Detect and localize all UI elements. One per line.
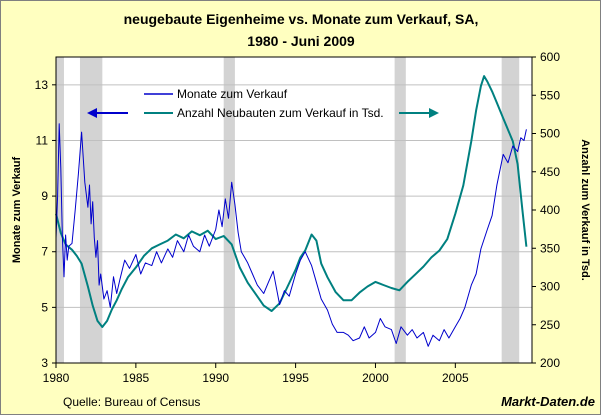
series-monate	[55, 123, 527, 347]
legend: Monate zum Verkauf Anzahl Neubauten zum …	[87, 87, 439, 120]
brand-watermark: Markt-Daten.de	[501, 394, 595, 409]
y-axis-left: 3 5 7 9 11 13	[35, 78, 56, 370]
series-anzahl	[55, 75, 528, 328]
x-tick-label-1980: 1980	[43, 371, 70, 385]
x-tick-label-1990: 1990	[202, 371, 229, 385]
x-axis: 1980 1985 1990 1995 2000 2005	[43, 363, 469, 385]
y-axis-right: 200 250 300 350 400 450 500 550 600	[532, 50, 560, 370]
x-tick-label-2005: 2005	[442, 371, 469, 385]
y-left-tick-label-3: 3	[41, 356, 48, 370]
recession-band-3	[394, 57, 406, 363]
y-right-tick-label-500: 500	[540, 127, 560, 141]
y-axis-left-label: Monate zum Verkauf	[11, 156, 23, 263]
arrow-right-icon	[399, 108, 439, 118]
recession-band-0	[56, 57, 64, 363]
y-left-tick-label-13: 13	[35, 78, 49, 92]
y-left-tick-label-5: 5	[41, 300, 48, 314]
x-tick-label-1995: 1995	[282, 371, 309, 385]
y-left-tick-label-7: 7	[41, 245, 48, 259]
chart-subtitle: 1980 - Juni 2009	[247, 33, 355, 49]
series-line-monate	[55, 123, 527, 347]
y-right-tick-label-350: 350	[540, 241, 560, 255]
legend-label-monate: Monate zum Verkauf	[177, 87, 288, 101]
y-right-tick-label-550: 550	[540, 88, 560, 102]
series-line-anzahl	[55, 75, 528, 328]
y-right-tick-label-200: 200	[540, 356, 560, 370]
plot-area	[55, 56, 533, 364]
legend-label-anzahl: Anzahl Neubauten zum Verkauf in Tsd.	[177, 106, 384, 120]
chart-title: neugebaute Eigenheime vs. Monate zum Ver…	[124, 11, 479, 27]
y-right-tick-label-250: 250	[540, 318, 560, 332]
x-tick-label-2000: 2000	[362, 371, 389, 385]
y-right-tick-label-300: 300	[540, 280, 560, 294]
arrow-left-icon	[87, 108, 128, 118]
y-axis-right-label: Anzahl zum Verkauf in Tsd.	[579, 139, 591, 281]
y-right-tick-label-400: 400	[540, 203, 560, 217]
recession-band-4	[501, 57, 520, 363]
recession-band-1	[79, 57, 103, 363]
y-right-tick-label-600: 600	[540, 50, 560, 64]
y-left-tick-label-9: 9	[41, 189, 48, 203]
x-tick-label-1985: 1985	[123, 371, 150, 385]
y-left-tick-label-11: 11	[36, 133, 49, 147]
y-right-tick-label-450: 450	[540, 165, 560, 179]
source-note: Quelle: Bureau of Census	[63, 395, 200, 409]
